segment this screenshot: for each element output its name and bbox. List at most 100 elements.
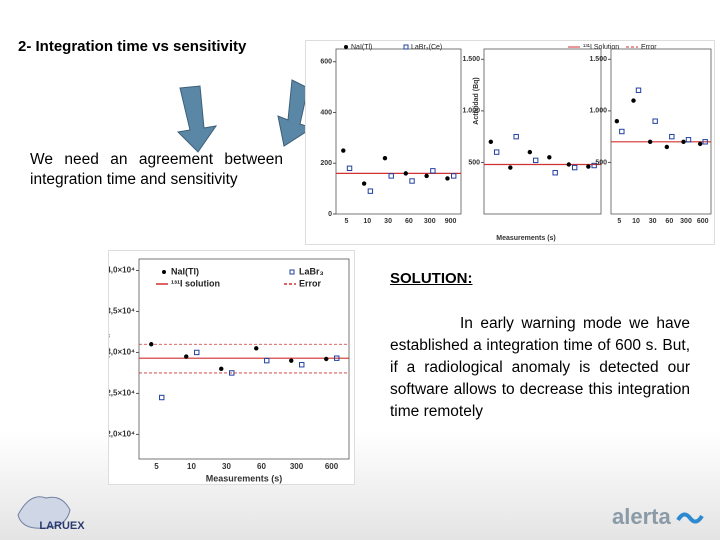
x-tick-label: 60 <box>405 218 413 225</box>
data-point <box>508 165 513 170</box>
laruex-logo: LARUEX <box>17 496 85 532</box>
plot-frame <box>138 258 350 460</box>
x-tick-label: 10 <box>363 218 371 225</box>
data-point <box>388 173 394 179</box>
data-point <box>299 362 305 368</box>
x-axis-label: Measurements (s) <box>206 473 283 483</box>
data-point <box>552 170 558 176</box>
data-point <box>445 176 450 181</box>
x-axis-label: Measurements (s) <box>496 235 556 242</box>
data-point <box>382 155 388 161</box>
data-point <box>264 357 270 364</box>
data-point <box>647 139 653 145</box>
logo-text: LARUEX <box>39 520 85 532</box>
data-point <box>614 118 620 124</box>
x-tick-label: 60 <box>665 218 673 225</box>
y-tick-label: 200 <box>320 160 332 167</box>
legend-label: Error <box>641 44 657 51</box>
data-point <box>532 157 539 164</box>
legend-label: NaI(Tl) <box>351 44 372 51</box>
data-point <box>664 144 670 150</box>
legend-label: ¹³¹I Solution <box>583 44 619 51</box>
data-point <box>697 141 703 147</box>
y-tick-label: 1.500 <box>462 56 480 63</box>
data-point <box>289 358 294 363</box>
y-tick-label: 4,0×10⁴ <box>108 266 135 275</box>
solution-text: In early warning mode we have establishe… <box>390 315 690 420</box>
data-point <box>430 168 436 174</box>
alerta-logo: alerta <box>612 504 704 529</box>
x-tick-label: 5 <box>344 218 348 225</box>
y-axis-label: Activity (Bq) <box>108 332 109 385</box>
x-tick-label: 5 <box>617 218 621 225</box>
data-point <box>571 164 578 171</box>
data-point <box>424 173 429 179</box>
y-axis-label: Actividad (Bq) <box>473 77 480 124</box>
plot-frame <box>483 48 602 215</box>
y-tick-label: 1.000 <box>462 108 480 115</box>
y-tick-label: 1.500 <box>589 56 607 63</box>
slide-title: 2- Integration time vs sensitivity <box>18 38 247 55</box>
data-point <box>361 181 367 186</box>
data-point <box>451 173 457 179</box>
y-tick-label: 500 <box>595 159 607 166</box>
figure-top: 0 200 400 600 5 10 30 60 300 900 500 1.000 1.500 500 1… <box>305 40 715 245</box>
x-tick-label: 600 <box>325 462 339 471</box>
data-point <box>586 164 591 169</box>
data-point <box>367 188 374 194</box>
data-point <box>184 354 189 359</box>
data-point <box>681 139 686 145</box>
y-tick-label: 1.000 <box>589 108 607 115</box>
data-point <box>488 139 494 145</box>
y-tick-label: 600 <box>320 59 332 66</box>
data-point <box>513 133 519 140</box>
legend-label: Error <box>299 278 322 288</box>
x-tick-label: 60 <box>257 462 266 471</box>
data-point <box>346 165 353 172</box>
data-point <box>591 162 597 169</box>
x-tick-label: 5 <box>154 462 159 471</box>
solution-heading: SOLUTION: <box>390 270 473 287</box>
y-tick-label: 500 <box>468 159 480 166</box>
x-tick-label: 10 <box>632 218 640 225</box>
legend-marker <box>162 270 166 274</box>
logo-text: alerta <box>612 504 671 529</box>
data-point <box>669 133 675 140</box>
data-point <box>149 342 154 347</box>
intro-text: We need an agreement between integration… <box>30 151 283 188</box>
data-point <box>409 178 415 184</box>
data-point <box>229 370 235 376</box>
x-tick-label: 10 <box>187 462 196 471</box>
y-tick-label: 2,5×10⁴ <box>108 389 135 398</box>
data-point <box>403 171 408 176</box>
data-point <box>635 87 642 93</box>
data-point <box>631 98 636 103</box>
data-point <box>547 155 552 160</box>
legend-marker <box>289 269 295 275</box>
x-tick-label: 900 <box>445 218 457 225</box>
legend-marker <box>403 44 409 50</box>
data-point <box>527 149 533 155</box>
x-tick-label: 300 <box>424 218 436 225</box>
data-point <box>219 366 224 372</box>
x-tick-label: 300 <box>680 218 692 225</box>
y-tick-label: 3,0×10⁴ <box>108 348 135 357</box>
data-point <box>702 139 708 145</box>
plot-frame <box>335 48 462 215</box>
plot-frame <box>610 48 712 215</box>
data-point <box>159 394 165 401</box>
data-point <box>334 355 340 361</box>
data-point <box>493 149 500 155</box>
y-tick-label: 400 <box>320 109 332 116</box>
data-point <box>566 162 572 167</box>
legend-marker <box>344 45 348 49</box>
legend-label: LaBr₃(Ce) <box>411 44 442 51</box>
legend-label: ¹³¹I solution <box>171 278 220 288</box>
x-tick-label: 600 <box>697 218 709 225</box>
y-tick-label: 0 <box>328 211 332 218</box>
data-point <box>685 137 692 143</box>
figure-bottom: 2,0×10⁴ 2,5×10⁴ 3,0×10⁴ 3,5×10⁴ 4,0×10⁴ 5 10 30… <box>108 250 355 485</box>
legend-label: NaI(Tl) <box>171 266 199 276</box>
y-tick-label: 2,0×10⁴ <box>108 430 135 439</box>
